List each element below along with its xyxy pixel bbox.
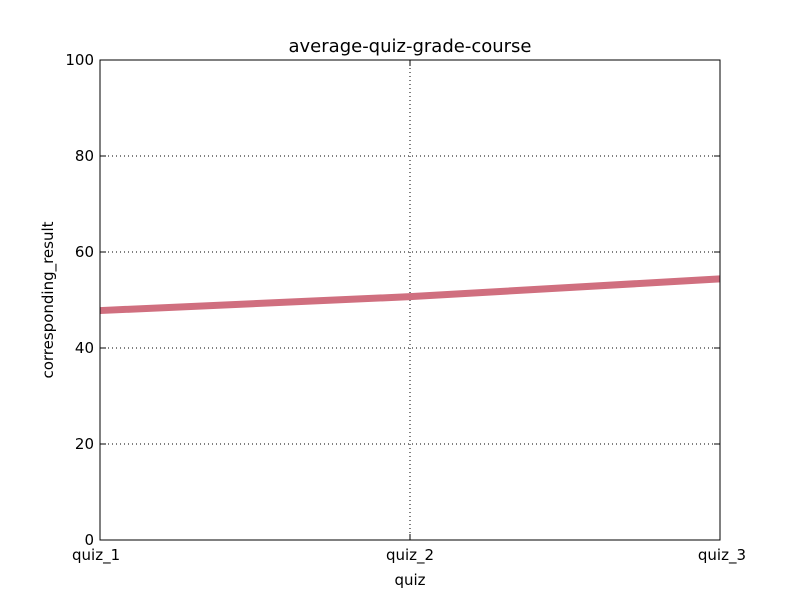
x-tick-label-quiz_3: quiz_3 [698,546,746,565]
x-axis-label: quiz [394,571,425,589]
y-tick-label-0: 0 [84,531,94,549]
y-tick-label-60: 60 [75,243,94,261]
y-tick-label-20: 20 [75,435,94,453]
x-tick-label-quiz_1: quiz_1 [72,546,120,565]
chart-title: average-quiz-grade-course [289,36,532,57]
data-point-quiz_2 [409,296,411,298]
y-axis-label: corresponding_result [39,221,58,378]
y-tick-label-40: 40 [75,339,94,357]
y-axis-ticks: 0 20 40 60 80 100 [65,51,720,549]
y-tick-label-80: 80 [75,147,94,165]
y-tick-label-100: 100 [65,51,94,69]
x-tick-label-quiz_2: quiz_2 [386,546,434,565]
x-axis-ticks: quiz_1 quiz_2 quiz_3 [72,60,746,565]
